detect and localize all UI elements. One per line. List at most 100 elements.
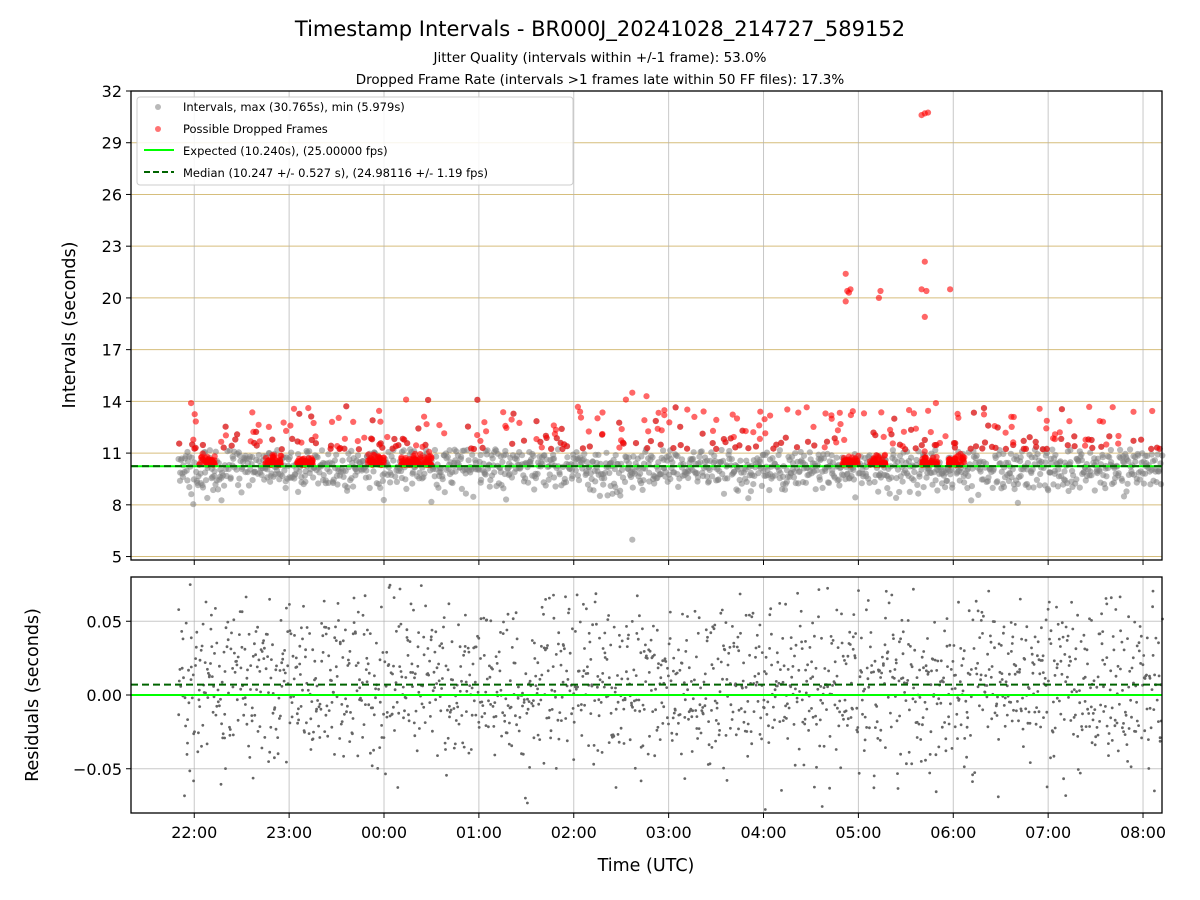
interval-point xyxy=(393,478,400,485)
residual-point xyxy=(275,664,278,668)
residual-point xyxy=(511,617,515,621)
residual-point xyxy=(998,670,1002,674)
residual-point xyxy=(925,707,929,711)
residual-point xyxy=(399,622,403,626)
interval-point xyxy=(621,478,629,485)
residual-point xyxy=(360,699,363,702)
residual-point xyxy=(243,696,247,700)
dropped-frame-point xyxy=(441,430,448,437)
residual-point xyxy=(672,669,675,673)
dropped-frame-point xyxy=(355,446,362,453)
residual-point xyxy=(790,675,794,679)
residual-point xyxy=(926,637,929,640)
dropped-frame-point xyxy=(558,425,565,432)
dropped-frame-point xyxy=(1043,417,1050,424)
residual-point xyxy=(1078,689,1081,692)
residual-point xyxy=(293,634,296,637)
dropped-frame-point xyxy=(991,423,998,430)
residual-point xyxy=(904,699,908,702)
residual-point xyxy=(1053,726,1057,730)
residual-point xyxy=(255,688,258,691)
residual-point xyxy=(547,716,551,720)
residual-point xyxy=(412,721,416,725)
residual-point xyxy=(743,710,747,714)
residual-point xyxy=(852,613,856,616)
residual-point xyxy=(385,711,389,714)
residual-point xyxy=(254,630,258,633)
residual-point xyxy=(779,668,782,671)
interval-point xyxy=(575,477,583,484)
residual-point xyxy=(789,685,793,689)
dropped-frame-point xyxy=(670,445,677,452)
residual-point xyxy=(683,698,687,702)
dropped-frame-point xyxy=(298,439,305,446)
interval-point xyxy=(489,455,496,462)
dropped-frame-point xyxy=(361,434,368,441)
residual-point xyxy=(892,676,896,680)
residual-point xyxy=(1145,636,1149,640)
residual-point xyxy=(890,593,894,597)
dropped-frame-point xyxy=(192,418,199,425)
residual-point xyxy=(633,766,637,770)
interval-point xyxy=(836,482,843,489)
residual-point xyxy=(430,628,434,632)
residual-point xyxy=(597,714,601,718)
residual-point xyxy=(191,673,195,677)
residual-point xyxy=(739,707,743,710)
residual-point xyxy=(526,801,529,805)
residual-point xyxy=(534,684,538,687)
residual-point xyxy=(623,698,627,702)
residual-point xyxy=(317,705,321,709)
dropped-frame-point xyxy=(847,286,854,293)
residual-point xyxy=(311,737,315,741)
interval-point xyxy=(340,473,347,480)
residual-point xyxy=(858,675,862,679)
interval-point xyxy=(886,490,893,497)
residual-point xyxy=(1080,728,1084,732)
residual-point xyxy=(873,659,877,663)
interval-point xyxy=(610,456,617,464)
residual-point xyxy=(995,714,999,717)
dropped-frame-point xyxy=(474,396,481,403)
residual-point xyxy=(1101,630,1105,633)
residual-point xyxy=(549,736,552,740)
residual-point xyxy=(595,622,598,626)
residual-point xyxy=(690,750,694,753)
residual-point xyxy=(707,720,710,723)
dropped-frame-point xyxy=(908,426,915,433)
residual-point xyxy=(1026,721,1030,725)
residual-point xyxy=(362,723,366,726)
interval-point xyxy=(230,455,237,462)
interval-point xyxy=(500,485,507,492)
dropped-frame-point xyxy=(594,415,601,422)
x-tick-label: 22:00 xyxy=(171,823,217,842)
interval-point xyxy=(581,450,588,458)
residual-point xyxy=(827,669,830,673)
residual-point xyxy=(226,638,230,642)
interval-point xyxy=(708,473,716,480)
dropped-frame-point xyxy=(629,389,636,396)
residual-point xyxy=(507,742,511,746)
residual-point xyxy=(987,589,991,593)
bottom-y-axis-label: Residuals (seconds) xyxy=(23,608,43,782)
bottom-panel: −0.050.000.05 22:00 23:00 00:00 01:00 02:00 0… xyxy=(23,576,1166,876)
residual-point xyxy=(662,705,666,709)
dropped-frame-point xyxy=(860,410,868,417)
residual-point xyxy=(641,703,645,707)
top-y-tick-label: 23 xyxy=(102,237,122,256)
residual-point xyxy=(480,700,484,704)
residual-point xyxy=(993,711,997,715)
residual-point xyxy=(444,664,448,668)
interval-point xyxy=(755,470,762,477)
dropped-frame-point xyxy=(377,418,384,425)
residual-point xyxy=(1154,636,1158,640)
residual-point xyxy=(463,650,467,653)
residual-point xyxy=(280,684,284,688)
residual-point xyxy=(678,668,682,672)
residual-point xyxy=(721,677,724,681)
residual-point xyxy=(433,650,437,654)
residual-point xyxy=(1147,738,1150,741)
dropped-frame-point xyxy=(652,417,659,425)
dropped-frame-point xyxy=(548,445,555,452)
residual-point xyxy=(497,650,501,654)
